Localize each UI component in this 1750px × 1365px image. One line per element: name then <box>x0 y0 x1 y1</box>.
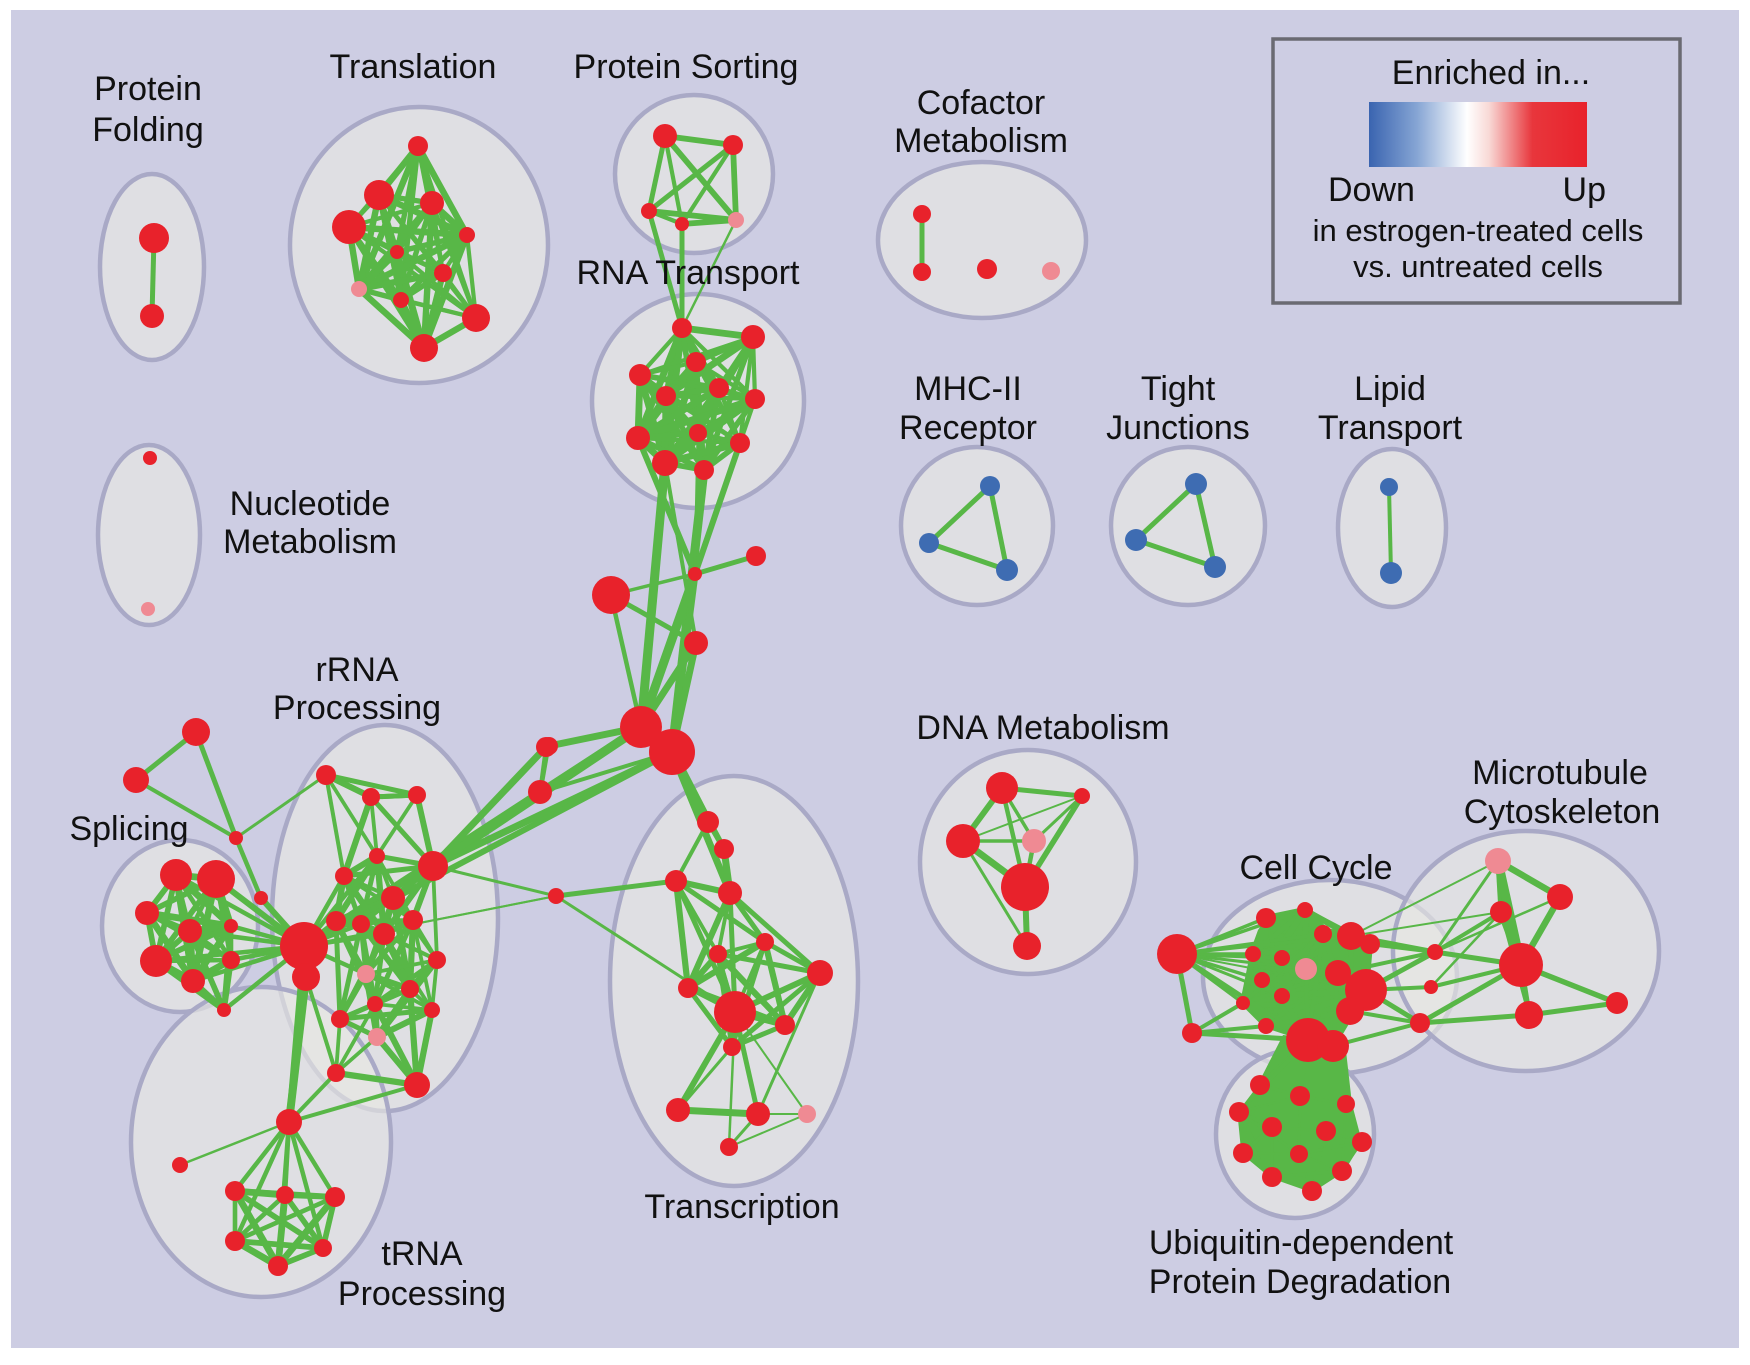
svg-text:Translation: Translation <box>330 48 497 86</box>
svg-text:Transport: Transport <box>1318 409 1463 447</box>
svg-text:Down: Down <box>1328 171 1415 209</box>
svg-text:Processing: Processing <box>273 689 441 727</box>
svg-text:tRNA: tRNA <box>381 1235 463 1273</box>
svg-text:Tight: Tight <box>1141 370 1216 408</box>
svg-text:Junctions: Junctions <box>1106 409 1250 447</box>
svg-text:Splicing: Splicing <box>69 810 188 848</box>
svg-text:Nucleotide: Nucleotide <box>230 485 391 523</box>
svg-text:vs. untreated cells: vs. untreated cells <box>1353 249 1603 284</box>
svg-text:Protein Sorting: Protein Sorting <box>574 48 799 86</box>
svg-text:Cytoskeleton: Cytoskeleton <box>1464 793 1661 831</box>
svg-text:RNA Transport: RNA Transport <box>577 254 801 292</box>
svg-text:Cofactor: Cofactor <box>917 84 1046 122</box>
svg-text:Transcription: Transcription <box>644 1188 839 1226</box>
svg-text:Enriched in...: Enriched in... <box>1392 54 1590 92</box>
svg-text:Protein Degradation: Protein Degradation <box>1149 1263 1451 1301</box>
svg-text:Processing: Processing <box>338 1275 506 1313</box>
svg-text:MHC-II: MHC-II <box>914 370 1022 408</box>
svg-text:Microtubule: Microtubule <box>1472 754 1648 792</box>
svg-text:Up: Up <box>1563 171 1606 209</box>
svg-text:Receptor: Receptor <box>899 409 1037 447</box>
svg-text:Metabolism: Metabolism <box>894 122 1068 160</box>
svg-text:Folding: Folding <box>92 111 204 149</box>
svg-text:Metabolism: Metabolism <box>223 523 397 561</box>
svg-text:Protein: Protein <box>94 70 202 108</box>
svg-text:Cell Cycle: Cell Cycle <box>1239 849 1392 887</box>
svg-text:Lipid: Lipid <box>1354 370 1426 408</box>
svg-text:in estrogen-treated cells: in estrogen-treated cells <box>1313 213 1644 248</box>
svg-text:DNA Metabolism: DNA Metabolism <box>916 709 1169 747</box>
svg-text:rRNA: rRNA <box>315 651 398 689</box>
svg-text:Ubiquitin-dependent: Ubiquitin-dependent <box>1149 1224 1454 1262</box>
